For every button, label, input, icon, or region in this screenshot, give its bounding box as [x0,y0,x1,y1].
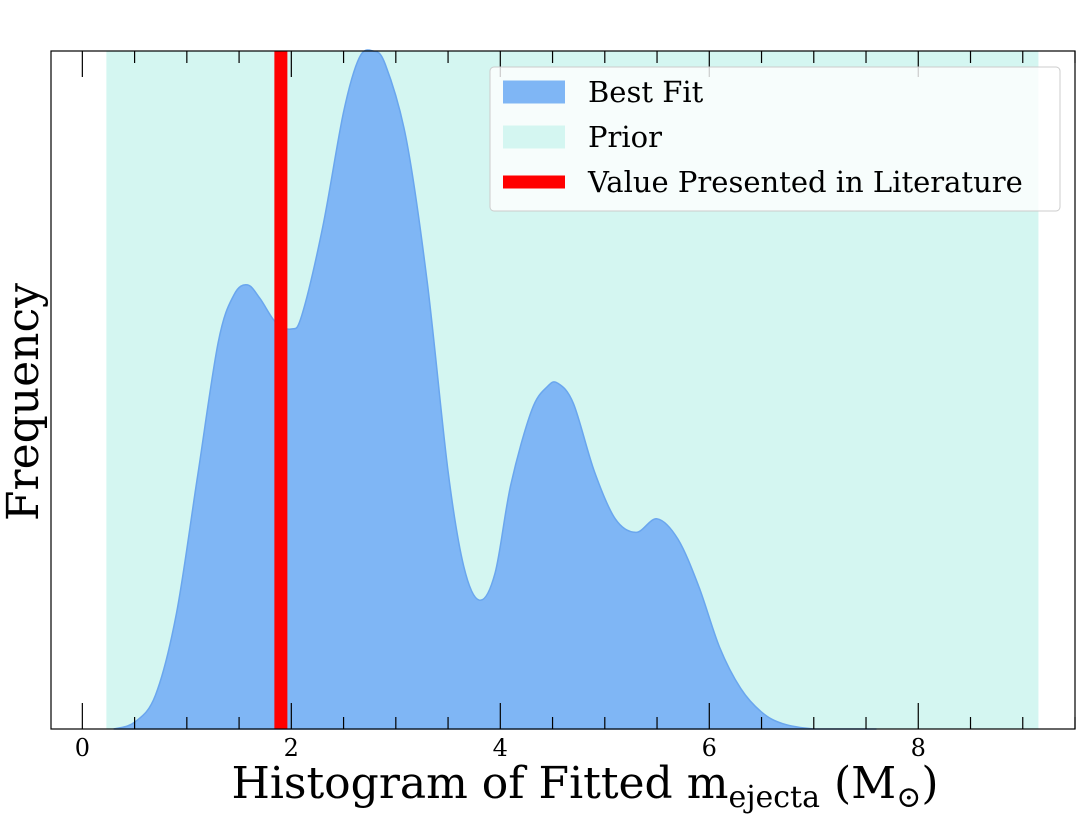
x-axis-title-main: Histogram of Fitted m [231,758,728,809]
x-ticks [81,51,1076,729]
x-tick-label: 6 [702,734,717,762]
x-axis-title-unit-close: ) [921,758,938,809]
legend-box [489,66,1061,212]
plot-frame [50,50,1076,730]
x-axis-title-subscript: ejecta [728,780,820,815]
sun-symbol: ⊙ [896,780,921,815]
x-tick-label: 4 [493,734,508,762]
legend-literature-swatch [503,175,565,189]
x-tick-label: 2 [284,734,299,762]
legend-best-fit-label: Best Fit [588,75,704,109]
legend-prior-label: Prior [588,120,662,154]
legend: Best Fit Prior Value Presented in Litera… [489,66,1061,212]
legend-best-fit-swatch [503,80,565,104]
legend-prior-swatch [503,125,565,149]
x-axis-title: Histogram of Fitted mejecta (M⊙) [231,758,938,815]
x-tick-label: 0 [75,734,90,762]
x-tick-labels: 0 2 4 6 8 [75,734,926,762]
legend-literature-label: Value Presented in Literature [587,165,1023,199]
literature-value-line [274,51,288,729]
x-tick-label: 8 [911,734,926,762]
best-fit-area [113,49,877,730]
y-axis-title: Frequency [0,283,49,521]
x-axis-title-unit-open: (M [820,758,896,809]
